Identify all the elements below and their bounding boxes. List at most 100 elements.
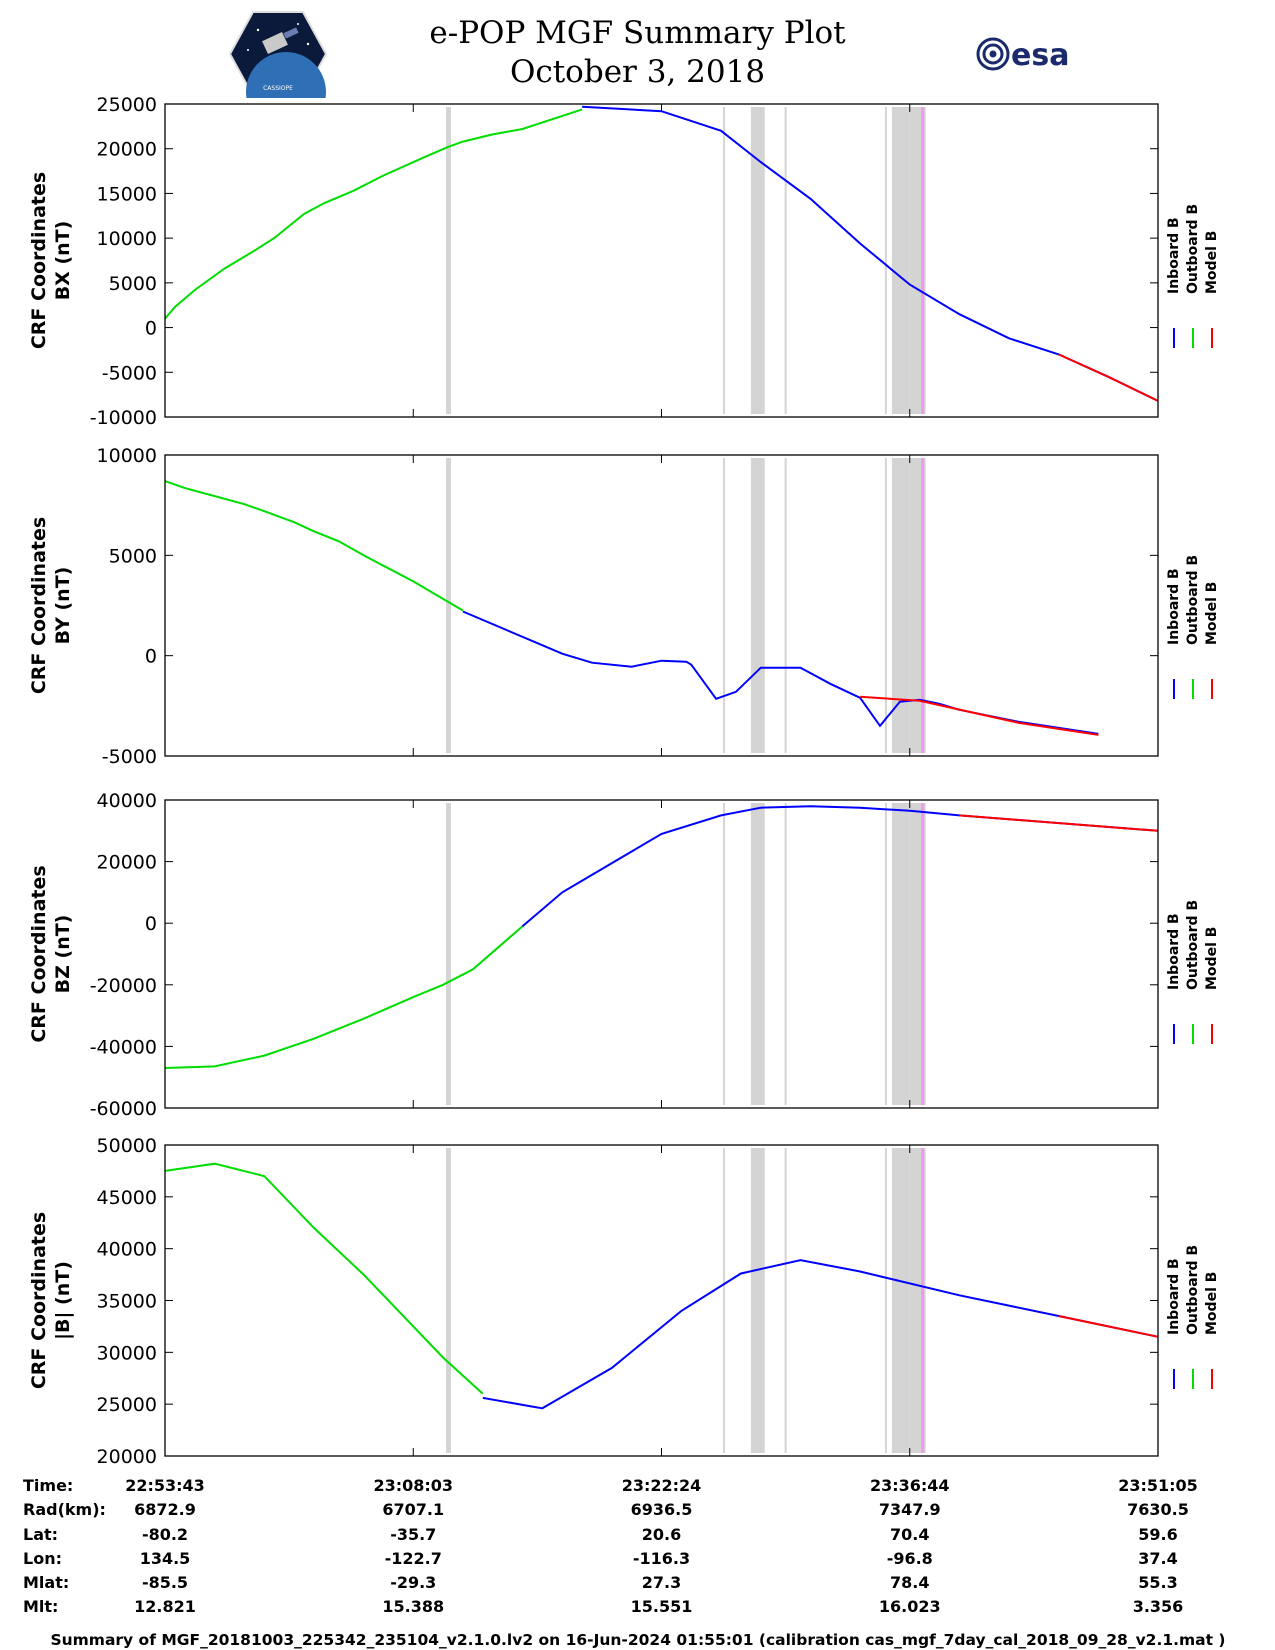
y-axis-label: CRF Coordinates BY (nT) — [28, 517, 74, 694]
table-cell: 20.6 — [642, 1525, 681, 1544]
y-axis-label: CRF Coordinates BX (nT) — [28, 172, 74, 349]
y-tick-label: 30000 — [97, 1342, 157, 1364]
table-cell: 23:51:05 — [1118, 1476, 1198, 1495]
y-axis-label-line: |B| (nT) — [52, 1261, 74, 1340]
plot-frame — [164, 454, 1159, 757]
cassiope-logo-text: CASSIOPE — [263, 85, 293, 92]
orbit-info-table: Time: Rad(km): Lat: Lon: Mlat: Mlt: 22:53:43 68… — [23, 1476, 1198, 1616]
event-marker — [921, 107, 925, 414]
series-line-model-b — [1058, 1315, 1159, 1338]
data-gap-band — [750, 458, 765, 753]
y-tick-label: 25000 — [97, 94, 157, 116]
data-gap-band — [723, 458, 726, 753]
table-cell: 16.023 — [879, 1597, 941, 1616]
cassiope-logo: CASSIOPE — [228, 11, 328, 98]
plot-frame — [164, 799, 1159, 1109]
panel-1: 25000 20000 15000 10000 5000 0 -5000 -10000 CRF … — [28, 94, 1220, 429]
event-marker — [921, 458, 925, 753]
series-line-model-b — [1058, 353, 1159, 402]
title-line-1: e-POP MGF Summary Plot — [429, 15, 846, 51]
table-cell: 23:08:03 — [373, 1476, 453, 1495]
table-cell: 3.356 — [1133, 1597, 1184, 1616]
esa-logo: esa — [976, 37, 1069, 73]
y-tick-label: 10000 — [97, 228, 157, 250]
table-cell: 27.3 — [642, 1573, 681, 1592]
table-cell: -122.7 — [385, 1549, 442, 1568]
data-gap-band — [784, 458, 787, 753]
legend-label: Outboard B — [1185, 555, 1201, 645]
series-line-inboard-b — [462, 610, 1099, 735]
series-line-outboard-b — [164, 108, 583, 320]
data-gap-band — [750, 107, 765, 414]
data-gap-band — [446, 458, 451, 753]
legend-label: Outboard B — [1185, 1245, 1201, 1335]
footer-caption: Summary of MGF_20181003_225342_235104_v2… — [50, 1631, 1225, 1649]
table-cell: 78.4 — [890, 1573, 929, 1592]
table-cell: 23:22:24 — [622, 1476, 702, 1495]
legend-label: Outboard B — [1185, 204, 1201, 294]
y-axis-label-line: CRF Coordinates — [28, 517, 50, 694]
table-cell: 70.4 — [890, 1525, 929, 1544]
table-row-label: Rad(km): — [23, 1500, 106, 1519]
legend-label: Inboard B — [1166, 913, 1182, 990]
table-cell: -35.7 — [390, 1525, 436, 1544]
plot-frame — [164, 103, 1159, 418]
y-tick-label: -60000 — [90, 1098, 157, 1120]
data-gap-band — [891, 107, 910, 414]
y-axis-label-line: CRF Coordinates — [28, 172, 50, 349]
table-cell: -85.5 — [142, 1573, 188, 1592]
y-tick-label: 50000 — [97, 1135, 157, 1157]
series-line-outboard-b — [164, 925, 524, 1069]
y-tick-label: -10000 — [90, 407, 157, 429]
table-row-label: Lat: — [23, 1525, 58, 1544]
series-line-outboard-b — [164, 480, 464, 612]
panel-4: 50000 45000 40000 35000 30000 25000 20000 CRF C… — [28, 1135, 1220, 1468]
data-gap-band — [884, 458, 887, 753]
table-cell: 59.6 — [1138, 1525, 1177, 1544]
y-tick-label: -20000 — [90, 975, 157, 997]
y-tick-label: -5000 — [102, 746, 157, 768]
panel-2: 10000 5000 0 -5000 CRF Coordinates BY (nT) Inb… — [28, 445, 1220, 768]
y-axis-label-line: BY (nT) — [52, 567, 74, 645]
table-cell: 7347.9 — [879, 1500, 941, 1519]
y-axis-label-line: CRF Coordinates — [28, 865, 50, 1042]
data-gap-band — [891, 458, 910, 753]
table-cell: 15.551 — [631, 1597, 693, 1616]
table-cell: -96.8 — [887, 1549, 933, 1568]
y-axis-label-line: CRF Coordinates — [28, 1212, 50, 1389]
data-gap-band — [784, 1148, 787, 1453]
data-gap-band — [891, 803, 910, 1105]
data-gap-band — [723, 107, 726, 414]
esa-logo-text: esa — [1011, 38, 1069, 73]
plot-frame — [164, 1144, 1159, 1457]
event-marker — [921, 1148, 925, 1453]
y-tick-label: 15000 — [97, 183, 157, 205]
legend-label: Inboard B — [1166, 1258, 1182, 1335]
y-tick-label: 25000 — [97, 1394, 157, 1416]
y-tick-label: 0 — [145, 318, 157, 340]
table-cell: 37.4 — [1138, 1549, 1177, 1568]
plot-title: e-POP MGF Summary Plot October 3, 2018 — [0, 14, 1275, 92]
table-cell: 15.388 — [382, 1597, 444, 1616]
data-gap-band — [446, 1148, 451, 1453]
legend-label: Model B — [1204, 582, 1220, 645]
y-tick-label: 0 — [145, 913, 157, 935]
data-gap-band — [884, 803, 887, 1105]
table-cell: 12.821 — [134, 1597, 196, 1616]
data-gap-band — [891, 1148, 910, 1453]
table-cell: 6936.5 — [631, 1500, 693, 1519]
y-tick-label: 20000 — [97, 1446, 157, 1468]
y-axis-label: CRF Coordinates BZ (nT) — [28, 865, 74, 1042]
title-line-2: October 3, 2018 — [509, 54, 766, 90]
y-tick-label: 45000 — [97, 1187, 157, 1209]
panel-3: 40000 20000 0 -20000 -40000 -60000 CRF Coordin… — [28, 790, 1220, 1120]
series-line-inboard-b — [521, 805, 1159, 928]
y-tick-label: 5000 — [109, 273, 157, 295]
series-line-model-b — [860, 695, 1099, 736]
table-cell: 55.3 — [1138, 1573, 1177, 1592]
y-tick-label: 5000 — [109, 545, 157, 567]
y-axis-label-line: BX (nT) — [52, 221, 74, 301]
data-gap-band — [750, 803, 765, 1105]
data-gap-band — [750, 1148, 765, 1453]
legend-label: Model B — [1204, 1272, 1220, 1335]
